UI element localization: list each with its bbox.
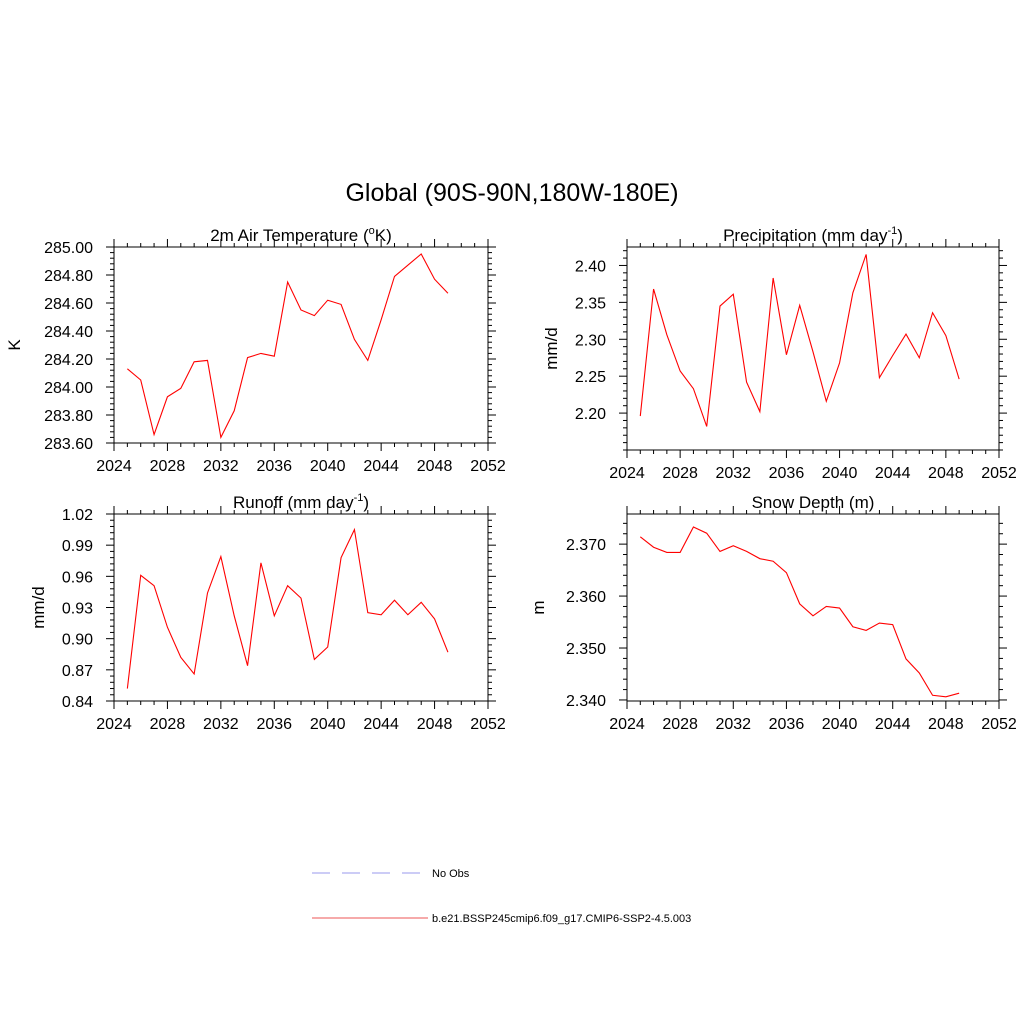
x-tick-label: 2040 — [822, 716, 858, 733]
x-tick-label: 2052 — [470, 458, 506, 475]
x-tick-label: 2032 — [203, 716, 239, 733]
panel-2: 2024 2028 2032 2036 2040 2044 2048 2052 2.20 2.25… — [542, 225, 1017, 482]
x-tick-label: 2024 — [609, 465, 645, 482]
panel-title: Snow Depth (m) — [752, 493, 875, 512]
y-tick-label: 283.80 — [44, 408, 93, 425]
series-line — [126, 527, 449, 689]
legend-entry: b.e21.BSSP245cmip6.f09_g17.CMIP6-SSP2-4.… — [312, 913, 691, 925]
y-tick-label: 284.20 — [44, 352, 93, 369]
y-tick-label: 283.60 — [44, 436, 93, 453]
y-tick-label: 2.30 — [575, 332, 606, 349]
x-tick-label: 2032 — [203, 458, 239, 475]
y-tick-label: 284.00 — [44, 380, 93, 397]
plot-frame — [113, 513, 489, 702]
y-tick-label: 2.370 — [566, 537, 606, 554]
panel-4: 2024 2028 2032 2036 2040 2044 2048 2052 2.340 2.3… — [529, 493, 1017, 733]
x-tick-label: 2028 — [662, 716, 698, 733]
x-tick-label: 2052 — [981, 716, 1017, 733]
y-tick-label: 0.84 — [62, 694, 93, 711]
x-tick-label: 2028 — [150, 458, 186, 475]
x-tick-label: 2024 — [96, 458, 132, 475]
x-tick-label: 2028 — [662, 465, 698, 482]
panel-1: 2024 2028 2032 2036 2040 2044 2048 2052 283.60 28… — [5, 225, 506, 475]
panel-title: 2m Air Temperature (oK) — [210, 225, 392, 245]
x-tick-label: 2024 — [96, 716, 132, 733]
legend-label: b.e21.BSSP245cmip6.f09_g17.CMIP6-SSP2-4.… — [432, 913, 691, 925]
legend: No Obs b.e21.BSSP245cmip6.f09_g17.CMIP6-S… — [312, 868, 691, 925]
y-tick-label: 2.20 — [575, 406, 606, 423]
x-tick-label: 2032 — [715, 465, 751, 482]
y-tick-label: 0.96 — [62, 569, 93, 586]
x-tick-label: 2040 — [822, 465, 858, 482]
legend-entry: No Obs — [312, 868, 470, 880]
y-tick-label: 0.90 — [62, 632, 93, 649]
plot-frame — [626, 246, 1000, 451]
x-tick-label: 2040 — [310, 716, 346, 733]
series-line — [639, 254, 960, 427]
x-tick-label: 2052 — [470, 716, 506, 733]
x-tick-label: 2048 — [928, 716, 964, 733]
x-tick-label: 2040 — [310, 458, 346, 475]
plot-frame — [113, 246, 489, 444]
legend-label: No Obs — [432, 868, 470, 880]
x-tick-label: 2044 — [363, 716, 399, 733]
y-axis-label: mm/d — [29, 586, 48, 629]
plot-frame — [626, 513, 1000, 702]
y-axis-label: K — [5, 339, 24, 351]
y-tick-label: 2.40 — [575, 258, 606, 275]
y-tick-label: 284.40 — [44, 324, 93, 341]
series-line — [639, 526, 960, 698]
y-axis-label: mm/d — [542, 327, 561, 370]
y-tick-label: 285.00 — [44, 240, 93, 257]
y-tick-label: 2.350 — [566, 641, 606, 658]
y-tick-label: 284.60 — [44, 296, 93, 313]
x-tick-label: 2032 — [715, 716, 751, 733]
panel-title: Runoff (mm day-1) — [233, 492, 369, 512]
y-tick-label: 2.25 — [575, 369, 606, 386]
x-tick-label: 2028 — [150, 716, 186, 733]
y-tick-label: 0.87 — [62, 663, 93, 680]
y-axis-label: m — [529, 600, 548, 614]
x-tick-label: 2024 — [609, 716, 645, 733]
panels-group: 2024 2028 2032 2036 2040 2044 2048 2052 283.60 28… — [5, 225, 1017, 733]
x-tick-label: 2052 — [981, 465, 1017, 482]
panel-3: 2024 2028 2032 2036 2040 2044 2048 2052 0.84 0.87… — [29, 492, 506, 733]
figure-title: Global (90S-90N,180W-180E) — [345, 179, 678, 207]
y-tick-label: 1.02 — [62, 507, 93, 524]
x-tick-label: 2044 — [875, 465, 911, 482]
y-tick-label: 0.93 — [62, 601, 93, 618]
y-tick-label: 284.80 — [44, 268, 93, 285]
y-tick-label: 2.35 — [575, 295, 606, 312]
x-tick-label: 2036 — [769, 465, 805, 482]
x-tick-label: 2048 — [417, 716, 453, 733]
x-tick-label: 2044 — [363, 458, 399, 475]
x-tick-label: 2036 — [256, 716, 292, 733]
x-tick-label: 2048 — [417, 458, 453, 475]
x-tick-label: 2036 — [769, 716, 805, 733]
x-tick-label: 2048 — [928, 465, 964, 482]
x-tick-label: 2044 — [875, 716, 911, 733]
x-tick-label: 2036 — [256, 458, 292, 475]
series-line — [127, 253, 449, 440]
y-tick-label: 2.360 — [566, 589, 606, 606]
y-tick-label: 0.99 — [62, 538, 93, 555]
panel-title: Precipitation (mm day-1) — [723, 225, 903, 245]
y-tick-label: 2.340 — [566, 693, 606, 710]
